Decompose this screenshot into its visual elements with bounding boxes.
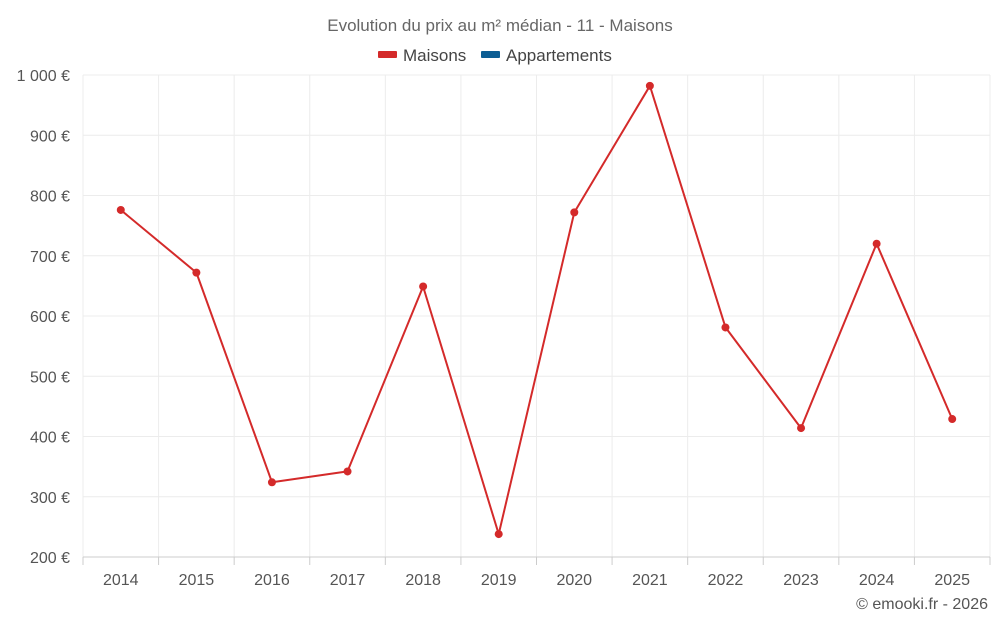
x-tick-label: 2019 [481, 572, 517, 589]
data-point[interactable] [116, 205, 125, 214]
data-point[interactable] [948, 415, 957, 424]
legend-item-appartements[interactable]: Appartements [481, 46, 612, 65]
x-tick-label: 2017 [330, 572, 366, 589]
y-tick-label: 200 € [30, 550, 70, 567]
data-point[interactable] [494, 530, 503, 539]
x-axis: 2014 2015 2016 2017 2018 2019 2020 2021 2022 2023… [82, 556, 991, 589]
data-point[interactable] [721, 323, 730, 332]
x-tick-label: 2022 [708, 572, 744, 589]
credit-text: © emooki.fr - 2026 [856, 596, 988, 613]
legend-swatch-maisons [378, 51, 397, 58]
legend-item-maisons[interactable]: Maisons [378, 46, 466, 65]
data-point[interactable] [419, 282, 428, 291]
y-axis: 200 € 300 € 400 € 500 € 600 € 700 € 800 € 900 €… [17, 68, 70, 567]
legend-label-maisons: Maisons [403, 46, 466, 65]
series-layer [116, 81, 957, 539]
x-tick-label: 2024 [859, 572, 895, 589]
legend: Maisons Appartements [378, 46, 612, 65]
x-tick-label: 2014 [103, 572, 139, 589]
data-point[interactable] [797, 424, 806, 433]
legend-swatch-appartements [481, 51, 500, 58]
x-tick-label: 2021 [632, 572, 668, 589]
y-tick-label: 300 € [30, 490, 70, 507]
y-tick-label: 800 € [30, 189, 70, 206]
data-point[interactable] [343, 467, 352, 476]
y-tick-label: 700 € [30, 249, 70, 266]
y-tick-label: 400 € [30, 430, 70, 447]
data-point[interactable] [267, 478, 276, 487]
y-tick-label: 600 € [30, 309, 70, 326]
data-point[interactable] [192, 268, 201, 277]
x-tick-label: 2023 [783, 572, 819, 589]
x-tick-label: 2020 [556, 572, 592, 589]
data-point[interactable] [645, 81, 654, 90]
series-line-maisons [120, 84, 954, 536]
x-tick-label: 2018 [405, 572, 441, 589]
data-point[interactable] [570, 208, 579, 217]
x-tick-label: 2016 [254, 572, 290, 589]
x-tick-label: 2025 [934, 572, 970, 589]
y-tick-label: 900 € [30, 128, 70, 145]
legend-label-appartements: Appartements [506, 46, 612, 65]
data-point[interactable] [872, 239, 881, 248]
x-tick-label: 2015 [179, 572, 215, 589]
chart-title: Evolution du prix au m² médian - 11 - Ma… [327, 16, 673, 35]
y-tick-label: 1 000 € [17, 68, 70, 85]
grid [82, 74, 991, 558]
y-tick-label: 500 € [30, 369, 70, 386]
